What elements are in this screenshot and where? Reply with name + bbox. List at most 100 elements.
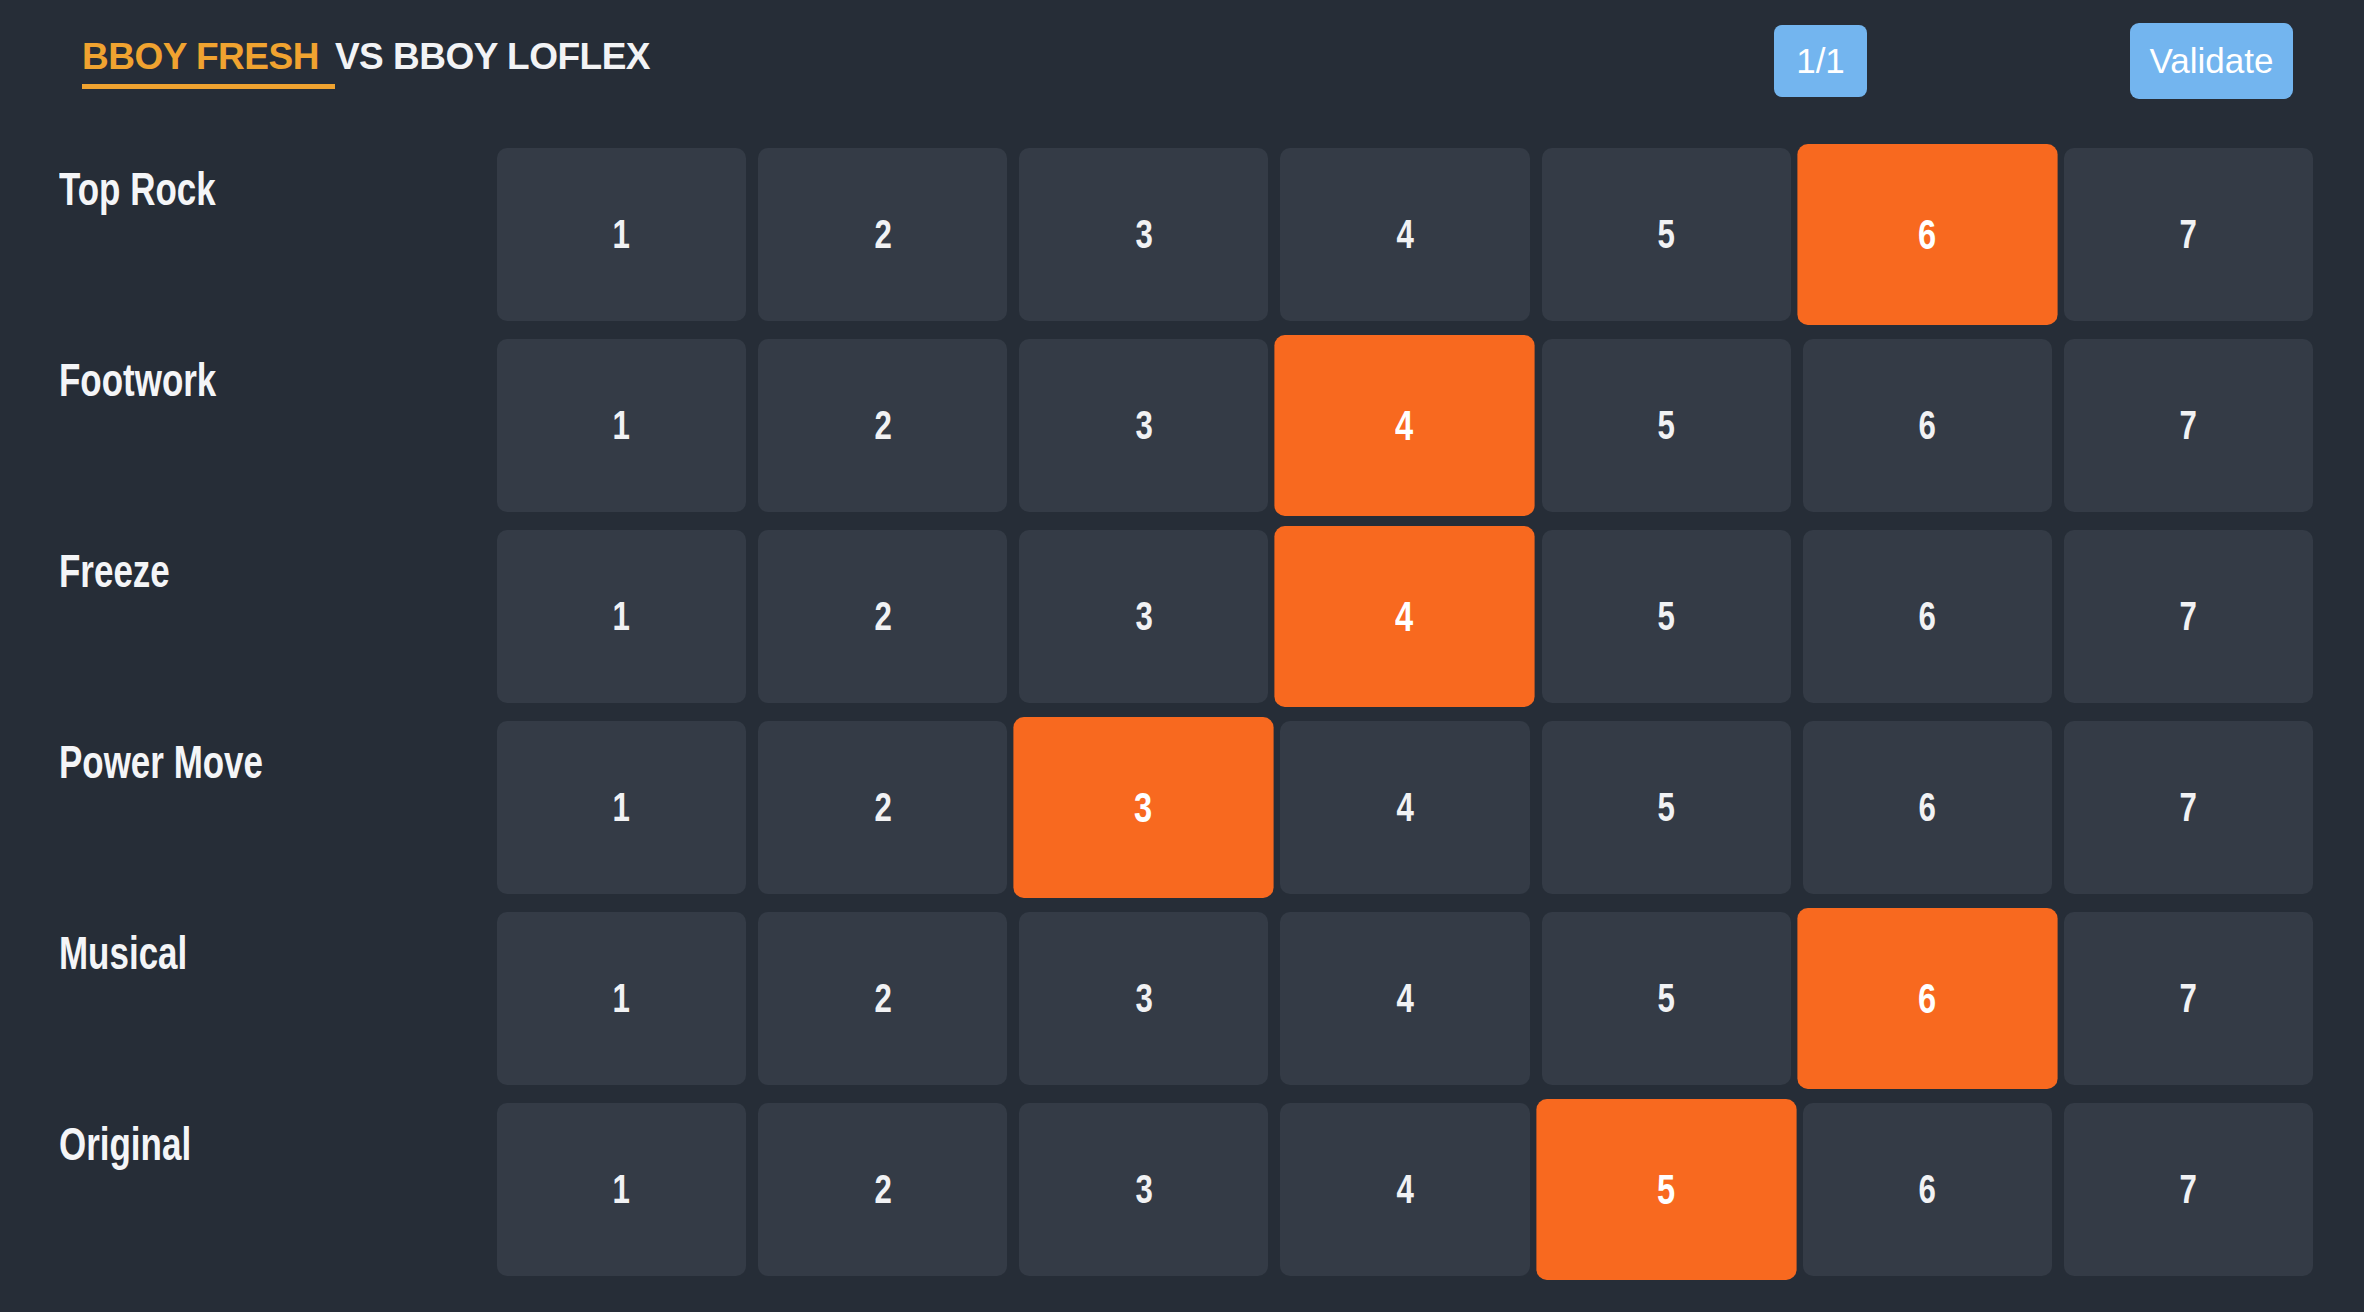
score-value: 6 [1919, 594, 1936, 639]
score-cell[interactable]: 5 [1542, 912, 1791, 1085]
score-cell[interactable]: 4 [1280, 912, 1529, 1085]
score-cells: 1 2 3 4 5 6 7 [497, 721, 2313, 894]
category-label: Footwork [59, 353, 216, 407]
score-cell[interactable]: 5 [1542, 148, 1791, 321]
category-row: Top Rock 1 2 3 4 5 6 7 [59, 148, 2313, 321]
score-cell[interactable]: 2 [758, 339, 1007, 512]
score-value: 5 [1657, 594, 1674, 639]
validate-button-label: Validate [2150, 41, 2274, 81]
score-value: 1 [613, 212, 630, 257]
score-cell-selected[interactable]: 5 [1536, 1099, 1796, 1280]
score-cells: 1 2 3 4 5 6 7 [497, 530, 2313, 703]
score-cell[interactable]: 7 [2064, 530, 2313, 703]
score-value: 6 [1918, 211, 1936, 258]
score-cell[interactable]: 6 [1803, 339, 2052, 512]
score-value: 4 [1396, 976, 1413, 1021]
score-value: 3 [1135, 594, 1152, 639]
score-cell[interactable]: 4 [1280, 148, 1529, 321]
score-cell[interactable]: 1 [497, 1103, 746, 1276]
vs-label: VS [335, 36, 383, 77]
validate-button[interactable]: Validate [2130, 23, 2293, 99]
score-cell[interactable]: 3 [1019, 530, 1268, 703]
score-value: 4 [1396, 402, 1414, 449]
score-value: 1 [613, 594, 630, 639]
score-cell[interactable]: 3 [1019, 912, 1268, 1085]
score-value: 2 [874, 212, 891, 257]
round-counter-badge[interactable]: 1/1 [1774, 25, 1867, 97]
score-value: 7 [2180, 594, 2197, 639]
score-cell[interactable]: 1 [497, 148, 746, 321]
scoreboard: Top Rock 1234567 Footwork 1234567 Freeze… [0, 148, 2364, 1276]
score-cell[interactable]: 3 [1019, 148, 1268, 321]
score-cell-selected[interactable]: 3 [1014, 717, 1274, 898]
category-label-column: Top Rock [59, 148, 497, 321]
category-row: Musical 123 4 5 6 7 [59, 912, 2313, 1085]
score-value: 6 [1919, 785, 1936, 830]
score-cell[interactable]: 6 [1803, 530, 2052, 703]
score-cell[interactable]: 7 [2064, 1103, 2313, 1276]
score-cell[interactable]: 2 [758, 148, 1007, 321]
score-value: 4 [1396, 593, 1414, 640]
score-value: 3 [1135, 784, 1153, 831]
score-cell[interactable]: 6 [1803, 1103, 2052, 1276]
score-cell[interactable]: 1 [497, 912, 746, 1085]
score-value: 2 [874, 403, 891, 448]
score-value: 4 [1396, 212, 1413, 257]
category-row: Power Move 1 2 3 4 5 6 7 [59, 721, 2313, 894]
score-cells: 1 2 3 4 5 6 7 [497, 339, 2313, 512]
competitor-left-name[interactable]: BBOY FRESH [82, 36, 335, 89]
score-cells: 123 4 5 6 7 [497, 912, 2313, 1085]
score-value: 3 [1135, 212, 1152, 257]
score-cell[interactable]: 2 [758, 530, 1007, 703]
category-label-column: Original [59, 1103, 497, 1276]
category-label: Power Move [59, 735, 263, 789]
score-value: 7 [2180, 976, 2197, 1021]
category-row: Original 1234567 [59, 1103, 2313, 1276]
score-cell[interactable]: 7 [2064, 912, 2313, 1085]
score-value: 5 [1657, 212, 1674, 257]
score-value: 5 [1657, 403, 1674, 448]
score-cell[interactable]: 6 [1803, 721, 2052, 894]
score-cell[interactable]: 5 [1542, 721, 1791, 894]
matchup-title: BBOY FRESHVS BBOY LOFLEX [82, 36, 650, 89]
score-cell[interactable]: 3 [1019, 1103, 1268, 1276]
category-label-column: Footwork [59, 339, 497, 512]
score-cells: 1 2 3 4 5 6 7 [497, 148, 2313, 321]
score-cell-selected[interactable]: 4 [1275, 335, 1535, 516]
score-value: 6 [1918, 975, 1936, 1022]
score-value: 7 [2180, 785, 2197, 830]
score-cell[interactable]: 7 [2064, 721, 2313, 894]
competitor-right-name: BBOY LOFLEX [393, 36, 650, 77]
score-value: 6 [1919, 403, 1936, 448]
score-value: 1 [613, 785, 630, 830]
score-cell[interactable]: 5 [1542, 339, 1791, 512]
score-cell[interactable]: 2 [758, 721, 1007, 894]
category-row: Footwork 1 2 3 4 5 6 7 [59, 339, 2313, 512]
score-cell-selected[interactable]: 6 [1797, 908, 2057, 1089]
score-value: 1 [613, 1167, 630, 1212]
score-value: 7 [2180, 1167, 2197, 1212]
score-cell[interactable]: 3 [1019, 339, 1268, 512]
score-value: 7 [2180, 212, 2197, 257]
category-label: Musical [59, 926, 187, 980]
score-cell[interactable]: 7 [2064, 339, 2313, 512]
category-label: Freeze [59, 544, 170, 598]
score-cell[interactable]: 7 [2064, 148, 2313, 321]
score-cell[interactable]: 1 [497, 721, 746, 894]
score-value: 2 [874, 594, 891, 639]
score-cell[interactable]: 2 [758, 912, 1007, 1085]
score-value: 4 [1396, 785, 1413, 830]
score-value: 1 [613, 403, 630, 448]
score-cell[interactable]: 2 [758, 1103, 1007, 1276]
category-label: Original [59, 1117, 191, 1171]
category-label-column: Power Move [59, 721, 497, 894]
score-cell[interactable]: 4 [1280, 721, 1529, 894]
score-value: 5 [1657, 976, 1674, 1021]
score-cell[interactable]: 4 [1280, 1103, 1529, 1276]
score-cell[interactable]: 5 [1542, 530, 1791, 703]
category-row: Freeze 1 2 3 4 5 6 7 [59, 530, 2313, 703]
score-cell[interactable]: 1 [497, 530, 746, 703]
score-cell-selected[interactable]: 6 [1797, 144, 2057, 325]
score-cell-selected[interactable]: 4 [1275, 526, 1535, 707]
score-cell[interactable]: 1 [497, 339, 746, 512]
